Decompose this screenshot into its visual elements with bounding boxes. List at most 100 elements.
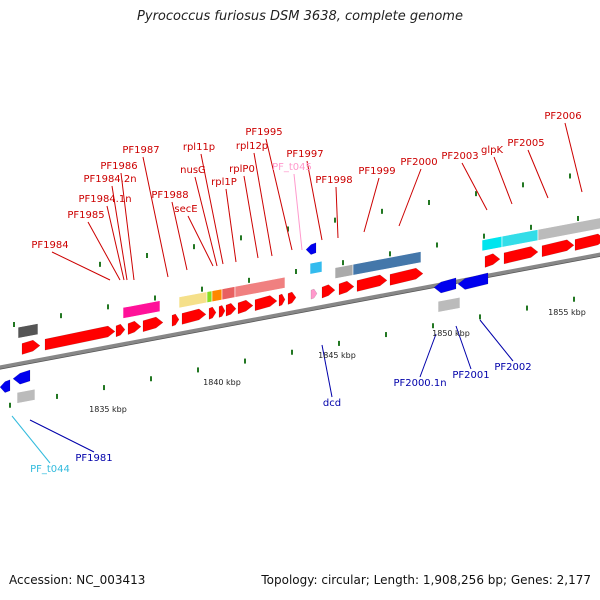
leader-line	[335, 186, 339, 239]
leader-line	[493, 156, 513, 205]
plus-gene-arrow	[21, 339, 41, 355]
feature-bar-gray	[537, 217, 600, 241]
plus-gene-arrow	[338, 280, 355, 296]
gene-label-pf2002: PF2002	[494, 362, 531, 373]
plus-gene-arrow	[181, 308, 207, 325]
leader-line	[225, 188, 237, 263]
feature-bar-cyan	[309, 260, 323, 275]
gene-label-glpk: glpK	[481, 145, 503, 156]
plus-gene-arrow	[574, 233, 600, 251]
leader-line	[120, 172, 135, 281]
plus-gene-arrow	[287, 291, 297, 305]
gene-label-pf1987: PF1987	[122, 145, 159, 156]
minus-gene-arrow	[457, 272, 489, 290]
gene-label-pf2001: PF2001	[452, 370, 489, 381]
gene-arrows	[0, 233, 600, 393]
gene-label-pf2005: PF2005	[507, 138, 544, 149]
gene-label-rplp0: rplP0	[229, 164, 255, 175]
leader-line	[87, 221, 121, 281]
accession-text: Accession: NC_003413	[9, 573, 146, 587]
gene-label-pf1997: PF1997	[286, 149, 323, 160]
gene-label-dcd: dcd	[323, 398, 341, 409]
plus-gene-arrow	[171, 313, 180, 327]
feature-bar-green	[206, 290, 213, 304]
feature-bar-gray	[17, 323, 39, 339]
plus-gene-arrow	[321, 284, 336, 299]
gene-label-sece: secE	[174, 204, 197, 215]
plus-gene-arrow	[115, 323, 126, 338]
gene-label-rpl1p: rpl1P	[211, 177, 237, 188]
map-title: Pyrococcus furiosus DSM 3638, complete g…	[137, 9, 463, 24]
gene-label-pf2000: PF2000	[400, 157, 437, 168]
tick-marks	[9, 173, 579, 408]
plus-gene-arrow	[541, 239, 575, 258]
plus-gene-arrow	[484, 253, 501, 268]
gene-label-pf-t045: PF_t045	[272, 162, 312, 173]
plus-gene-arrow	[127, 320, 142, 335]
gene-labels: PF1984 PF1985 PF1984.1n PF1984.2n PF1986 PF19…	[30, 111, 582, 475]
gene-label-pf1999: PF1999	[358, 166, 395, 177]
leader-line	[363, 177, 380, 233]
plus-gene-arrow	[44, 325, 116, 351]
leader-line	[11, 415, 51, 464]
scale-labels: 1835 kbp 1840 kbp 1845 kbp 1850 kbp 1855 kbp	[89, 308, 586, 414]
feature-bar-salmon	[221, 286, 236, 301]
label-leader-lines	[11, 122, 583, 464]
leader-line	[293, 173, 303, 251]
gene-label-nusg: nusG	[180, 165, 206, 176]
gene-label-rpl12p: rpl12p	[236, 141, 268, 152]
minus-gene-arrow	[433, 277, 457, 294]
trna-arrow	[310, 288, 318, 300]
leader-line	[51, 251, 111, 281]
genome-backbone-line	[0, 252, 600, 369]
gene-label-pf2006: PF2006	[544, 111, 581, 122]
leader-line	[455, 325, 472, 370]
leader-line	[398, 168, 422, 227]
feature-bar-orange	[211, 288, 223, 303]
feature-bars	[16, 217, 600, 404]
leader-line	[142, 156, 169, 278]
leader-line	[479, 319, 514, 362]
leader-line	[106, 205, 125, 281]
plus-gene-arrow	[208, 306, 217, 320]
gene-label-pf1984-2n: PF1984.2n	[83, 174, 136, 185]
plus-gene-arrow	[389, 267, 424, 286]
plus-gene-arrow	[237, 299, 254, 315]
leader-line	[200, 153, 224, 265]
plus-gene-arrow	[218, 305, 226, 318]
feature-bar-pink	[234, 276, 286, 298]
feature-bar-yellow	[178, 291, 208, 309]
feature-bar-steel	[352, 251, 422, 276]
leader-line	[29, 419, 95, 453]
minus-gene-arrow	[0, 379, 11, 393]
plus-gene-arrow	[503, 246, 539, 265]
feature-bar-gray	[16, 388, 36, 404]
leader-line	[187, 215, 214, 267]
gene-label-pf1981: PF1981	[75, 453, 112, 464]
leader-line	[253, 152, 273, 257]
leader-line	[527, 149, 549, 199]
plus-gene-arrow	[142, 316, 164, 333]
feature-bar-gray	[437, 296, 461, 313]
gene-label-pf1986: PF1986	[100, 161, 137, 172]
leader-line	[194, 176, 218, 267]
genome-backbone	[0, 252, 600, 370]
leader-line	[461, 162, 488, 211]
gene-label-rpl11p: rpl11p	[183, 142, 215, 153]
genome-summary-text: Topology: circular; Length: 1,908,256 bp…	[261, 573, 591, 587]
feature-bar-magenta	[122, 300, 161, 319]
scale-label: 1850 kbp	[432, 329, 470, 338]
gene-label-pf1998: PF1998	[315, 175, 352, 186]
leader-line	[243, 175, 259, 259]
gene-label-pf1984-1n: PF1984.1n	[78, 194, 131, 205]
plus-gene-arrow	[278, 293, 286, 307]
leader-line	[111, 185, 128, 281]
scale-label: 1835 kbp	[89, 405, 127, 414]
leader-line	[419, 333, 437, 378]
plus-gene-arrow	[356, 274, 388, 292]
gene-label-pf1985: PF1985	[67, 210, 104, 221]
gene-label-pf-t044: PF_t044	[30, 464, 70, 475]
gene-label-pf1988: PF1988	[151, 190, 188, 201]
leader-line	[321, 344, 333, 398]
